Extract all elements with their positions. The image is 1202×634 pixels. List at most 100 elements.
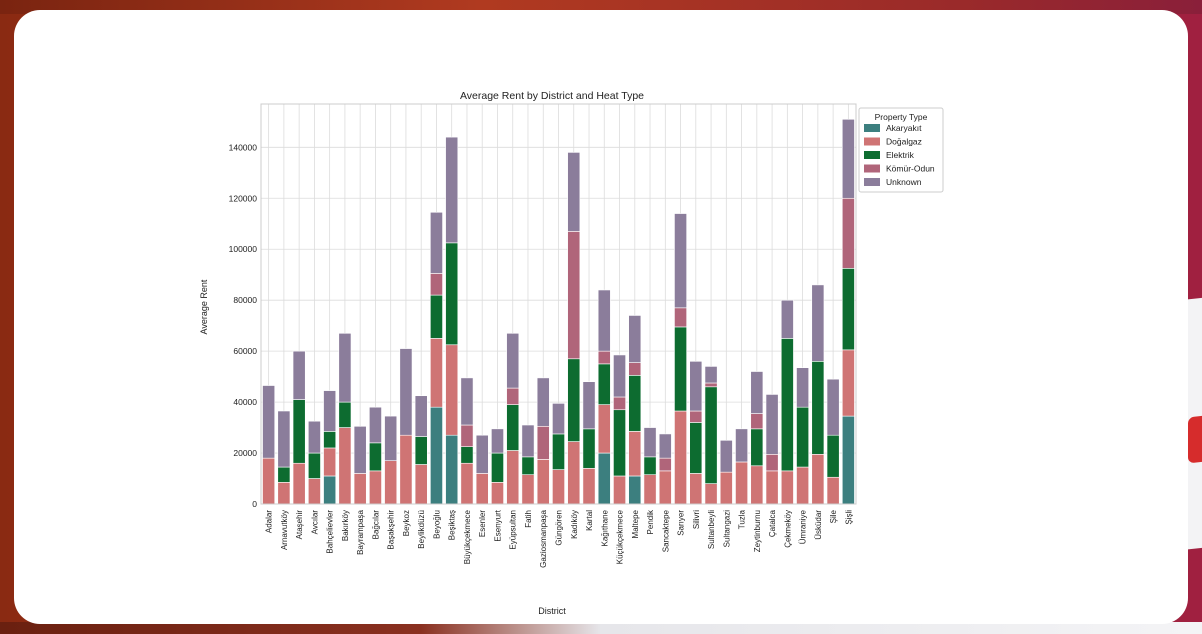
x-tick-label: Beşiktaş <box>448 510 457 540</box>
bar-segment <box>262 457 276 505</box>
x-tick-label: Bayrampaşa <box>356 509 365 554</box>
bar-segment <box>689 422 703 474</box>
y-tick-label: 80000 <box>233 295 257 305</box>
x-tick-label: Ümraniye <box>799 509 808 544</box>
chart-card: Average Rent by District and Heat Type 0… <box>14 10 1188 624</box>
x-tick-label: Esenyurt <box>493 509 502 541</box>
x-tick-label: Büyükçekmece <box>463 509 472 564</box>
bar-segment <box>445 344 459 436</box>
bar-segment <box>414 436 428 465</box>
bar-segment <box>506 450 520 505</box>
x-tick-label: Küçükçekmece <box>616 509 625 564</box>
bar-segment <box>628 375 642 432</box>
bar-segment <box>430 294 443 339</box>
x-tick-label: Sarıyer <box>677 510 686 536</box>
bar-segment <box>765 470 779 505</box>
bar-segment <box>582 381 596 430</box>
bar-segment <box>796 406 810 468</box>
background-bottom-strip <box>0 622 1202 634</box>
bar-segment <box>841 197 855 269</box>
bar-segment <box>292 462 306 505</box>
bar-segment <box>460 377 474 426</box>
y-tick-label: 100000 <box>229 244 258 254</box>
bar-segment <box>567 441 581 505</box>
bar-segment <box>277 482 291 505</box>
x-tick-label: Maltepe <box>631 509 640 538</box>
x-tick-label: Başakşehir <box>387 510 396 550</box>
bar-segment <box>491 452 504 483</box>
bar-segment <box>765 394 779 455</box>
bar-segment <box>384 460 398 505</box>
bar-segment <box>704 386 718 484</box>
bar-segment <box>338 332 352 403</box>
bar-segment <box>369 406 382 444</box>
bar-segment <box>719 471 733 505</box>
legend-label: Doğalgaz <box>886 137 922 147</box>
x-tick-label: Pendik <box>646 509 655 534</box>
legend-swatch <box>864 124 880 132</box>
bar-segment <box>811 361 825 455</box>
bar-segment <box>643 427 657 458</box>
x-tick-label: Güngören <box>555 510 564 546</box>
x-tick-label: Avcılar <box>310 510 319 535</box>
x-tick-label: Eyüpsultan <box>509 510 518 550</box>
bar-segment <box>841 118 855 199</box>
legend-label: Akaryakıt <box>886 123 922 133</box>
bar-segment <box>643 456 657 476</box>
x-tick-label: Kağıthane <box>600 509 609 546</box>
y-tick-labels: 0 20000 40000 60000 80000 100000 120000 140000 <box>229 142 258 509</box>
bar-segment <box>613 396 626 411</box>
bar-segment <box>841 268 855 351</box>
legend-swatch <box>864 137 880 146</box>
bar-segment <box>658 470 672 505</box>
bar-segment <box>750 413 764 430</box>
bar-segment <box>841 349 855 417</box>
bar-segment <box>567 358 581 442</box>
y-tick-label: 20000 <box>233 448 257 458</box>
x-tick-label: Kartal <box>585 510 594 531</box>
bar-segment <box>552 403 565 435</box>
x-tick-label: Sultanbeyli <box>707 510 716 549</box>
x-tick-label: Gaziosmanpaşa <box>539 509 548 567</box>
bar-segment <box>704 382 718 388</box>
legend-label: Unknown <box>886 177 922 187</box>
bar-segment <box>826 434 840 478</box>
bar-segment <box>307 452 321 479</box>
bar-segment <box>628 431 642 477</box>
bar-segment <box>353 425 367 474</box>
bar-segment <box>689 361 703 412</box>
y-tick-label: 0 <box>252 499 257 509</box>
bar-segment <box>307 420 321 454</box>
bar-segment <box>704 366 718 384</box>
bar-segment <box>704 483 718 505</box>
x-tick-label: Tuzla <box>738 509 747 529</box>
bar-segment <box>674 410 687 505</box>
bar-segment <box>689 410 703 423</box>
bar-segment <box>445 434 459 505</box>
x-tick-label: Şişli <box>844 510 853 525</box>
bar-segment <box>521 474 535 505</box>
bar-segment <box>689 473 703 505</box>
bar-segment <box>735 428 748 463</box>
bar-segment <box>613 354 626 398</box>
legend: Property Type Akaryakıt Doğalgaz Elektrik K… <box>858 107 944 193</box>
x-tick-label: Çatalca <box>768 509 777 537</box>
bar-segment <box>750 371 764 414</box>
bar-segment <box>597 404 611 454</box>
bar-segment <box>735 461 748 505</box>
bar-segment <box>536 425 550 460</box>
bar-segment <box>430 273 443 296</box>
x-tick-label: Üsküdar <box>814 510 823 540</box>
bar-segment <box>445 136 459 244</box>
plot-frame <box>260 103 857 505</box>
bar-segment <box>338 427 352 505</box>
bar-segment <box>460 446 474 464</box>
legend-swatch <box>864 178 880 186</box>
legend-swatch <box>864 164 880 173</box>
x-axis-label: District <box>538 606 566 616</box>
bar-segment <box>506 404 520 451</box>
bar-segment <box>506 387 520 405</box>
bar-segment <box>399 434 413 505</box>
bar-segment <box>613 475 626 505</box>
bar-segment <box>597 363 611 405</box>
